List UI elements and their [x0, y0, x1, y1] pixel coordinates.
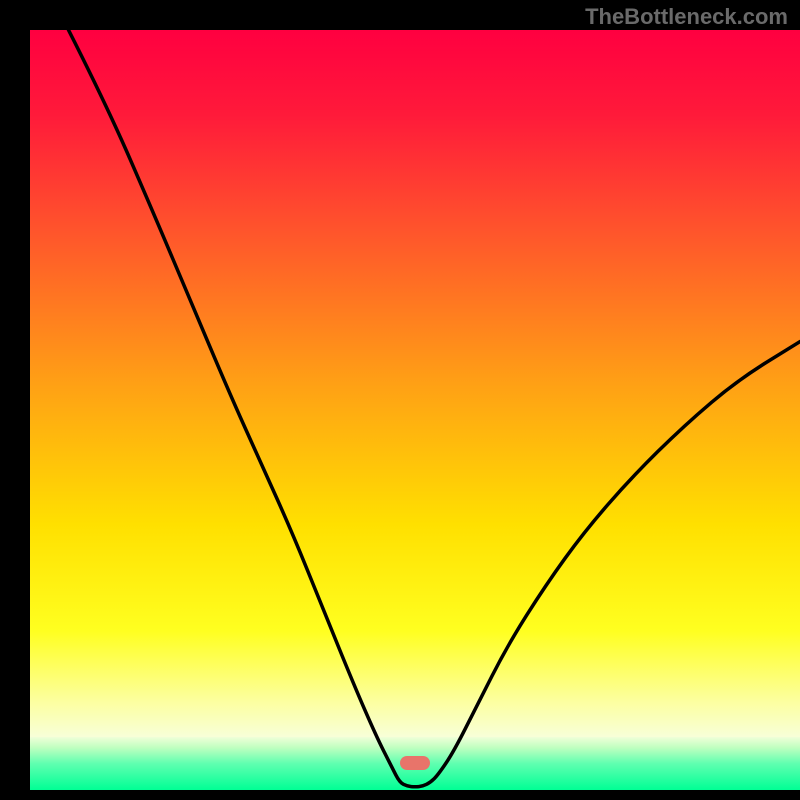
watermark-text: TheBottleneck.com [585, 4, 788, 30]
optimal-marker [400, 756, 430, 770]
plot-area [30, 30, 800, 790]
bottleneck-curve [30, 30, 800, 790]
curve-path [69, 30, 800, 787]
